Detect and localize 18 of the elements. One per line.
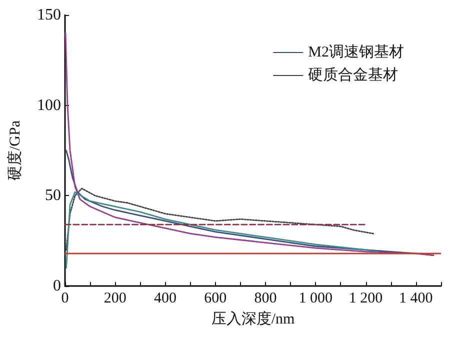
y-tick-label: 50: [45, 187, 61, 204]
line-series: [64, 32, 434, 256]
x-tick-label: 1 200: [348, 290, 383, 306]
x-tick-label: 1 400: [399, 290, 433, 306]
x-tick-label: 1 000: [298, 290, 333, 306]
line-series: [66, 191, 380, 269]
y-axis-title: 硬度/GPa: [6, 120, 24, 180]
legend-label: M2调速钢基材: [308, 44, 404, 60]
y-tick-label: 150: [37, 6, 61, 24]
x-tick-label: 400: [154, 290, 177, 306]
x-tick-label: 600: [204, 290, 227, 306]
line-series: [66, 188, 374, 251]
y-tick-label: 100: [37, 96, 61, 114]
x-tick-label: 800: [254, 290, 277, 306]
legend-label: 硬质合金基材: [308, 66, 398, 84]
y-tick-label: 0: [53, 278, 61, 294]
x-axis-title: 压入深度/nm: [211, 310, 295, 328]
x-tick-label: 200: [104, 290, 126, 306]
